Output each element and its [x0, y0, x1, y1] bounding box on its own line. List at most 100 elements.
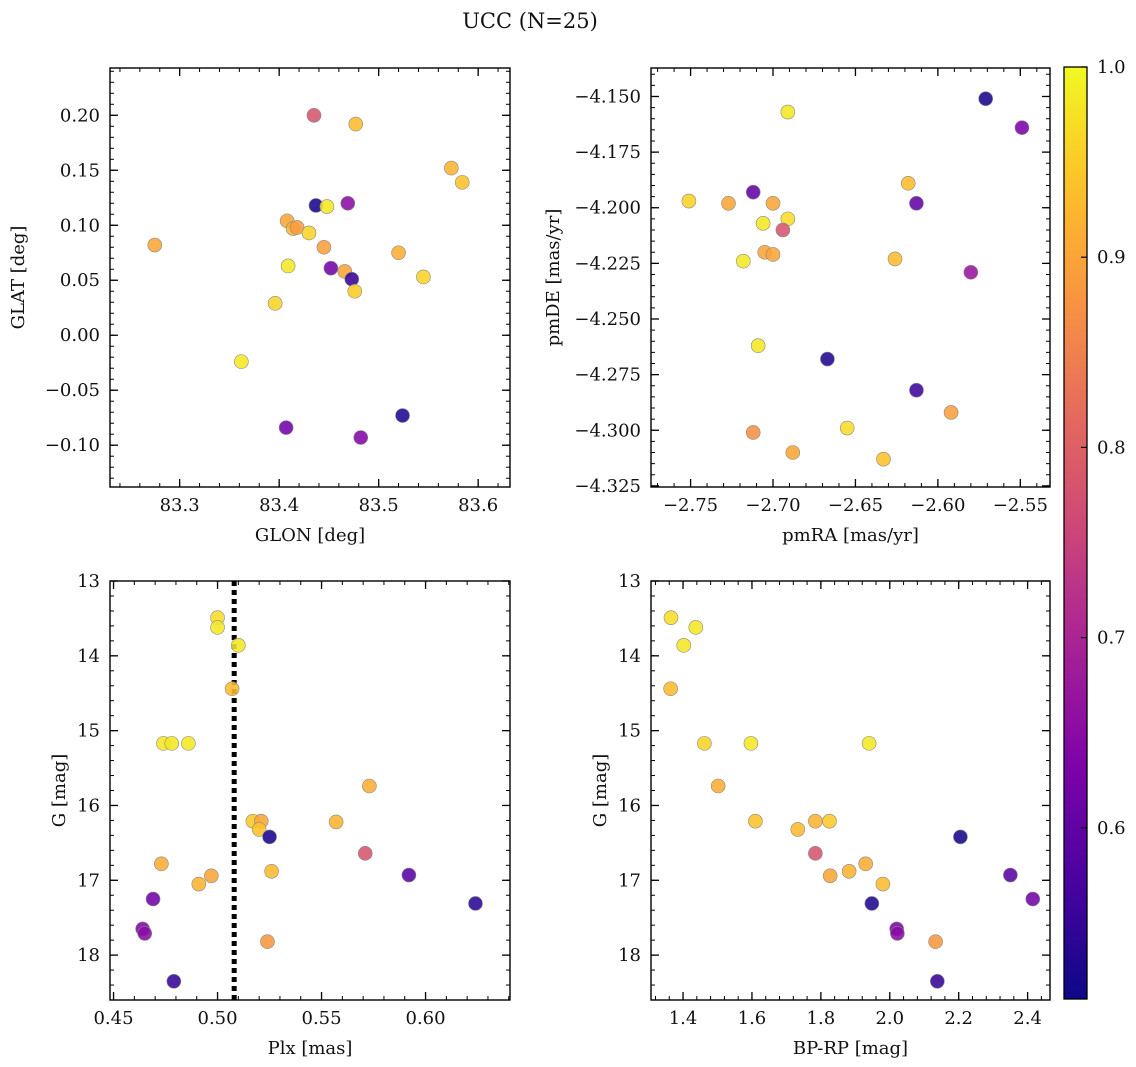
- data-point: [164, 736, 180, 751]
- data-point: [930, 973, 945, 989]
- data-point: [347, 283, 363, 299]
- data-point: [808, 846, 823, 861]
- y-tick-label: −4.175: [574, 142, 641, 163]
- data-point: [839, 420, 855, 436]
- data-point: [808, 813, 823, 829]
- data-point: [344, 271, 360, 287]
- x-tick-label: 1.8: [807, 1008, 836, 1029]
- y-tick-label: 0.10: [60, 215, 100, 236]
- data-point: [745, 184, 761, 200]
- data-point: [697, 736, 712, 751]
- data-point: [264, 864, 279, 879]
- data-point: [316, 239, 332, 255]
- data-point: [280, 258, 296, 274]
- data-point: [210, 620, 225, 635]
- y-tick-label: −4.300: [574, 420, 641, 441]
- data-point: [166, 973, 182, 989]
- x-tick-label: 83.6: [458, 495, 498, 516]
- data-point: [765, 247, 781, 262]
- data-point: [743, 736, 759, 751]
- y-tick-label: 17: [77, 870, 100, 891]
- y-tick-label: 16: [618, 795, 641, 816]
- data-point: [454, 175, 470, 190]
- data-point: [978, 91, 993, 107]
- data-point: [688, 620, 704, 635]
- data-point: [953, 829, 968, 845]
- y-tick-label: −4.325: [574, 476, 641, 497]
- data-point: [963, 264, 979, 280]
- data-point: [909, 382, 924, 398]
- data-point: [416, 269, 431, 285]
- colorbar-tick-label: 0.8: [1097, 437, 1126, 458]
- x-axis-label: BP-RP [mag]: [793, 1038, 908, 1059]
- y-tick-label: 15: [618, 721, 641, 742]
- data-point: [875, 876, 891, 892]
- data-point: [145, 891, 161, 907]
- figure-title: UCC (N=25): [462, 9, 598, 33]
- data-point: [750, 338, 766, 354]
- y-tick-label: 0.00: [60, 325, 100, 346]
- data-point: [755, 216, 771, 231]
- data-point: [395, 408, 410, 423]
- data-point: [401, 867, 417, 883]
- data-point: [841, 864, 857, 879]
- data-point: [790, 822, 806, 837]
- data-point: [181, 736, 196, 751]
- panel-4: 1.4 1.6 1.8 2.0 2.2 2.4 13 14 15 16 17 18 BP-RP [mag…: [590, 571, 1051, 1059]
- data-point: [319, 199, 335, 214]
- x-tick-label: 2.2: [944, 1008, 973, 1029]
- data-point: [468, 896, 483, 911]
- panel-1: 83.3 83.4 83.5 83.6 −0.10 −0.05 0.00 0.05 0.10 0.…: [8, 67, 511, 546]
- data-point: [785, 445, 801, 460]
- data-point: [357, 846, 373, 861]
- data-point: [204, 868, 219, 884]
- data-point: [391, 245, 406, 261]
- data-point: [864, 896, 880, 911]
- data-point: [861, 736, 877, 751]
- data-point: [191, 876, 207, 892]
- data-point: [1025, 891, 1041, 907]
- data-point: [348, 116, 364, 132]
- y-tick-label: 0.20: [60, 105, 100, 126]
- colorbar-tick-label: 0.9: [1097, 247, 1126, 268]
- data-point: [928, 934, 943, 949]
- data-point: [154, 856, 169, 872]
- data-point: [251, 822, 267, 837]
- y-tick-label: −4.275: [574, 365, 641, 386]
- data-point: [900, 175, 916, 191]
- data-point: [353, 430, 369, 445]
- axes-frame: [109, 580, 511, 1001]
- y-axis-label: G [mag]: [49, 754, 70, 827]
- y-tick-label: 0.05: [60, 270, 100, 291]
- data-point: [909, 195, 924, 211]
- data-point: [663, 610, 679, 625]
- x-tick-label: −2.75: [663, 495, 718, 516]
- data-point: [301, 225, 317, 241]
- y-tick-label: −4.150: [574, 86, 641, 107]
- data-point: [748, 813, 763, 829]
- x-tick-label: 0.55: [302, 1008, 342, 1029]
- colorbar-frame: [1063, 66, 1088, 1000]
- colorbar-gradient: [1064, 67, 1087, 999]
- y-tick-label: −0.05: [45, 380, 100, 401]
- x-tick-label: 1.4: [669, 1008, 698, 1029]
- data-point: [137, 926, 153, 941]
- x-tick-label: −2.60: [910, 495, 965, 516]
- x-tick-label: 83.5: [359, 495, 399, 516]
- data-point: [745, 425, 761, 440]
- data-point: [710, 778, 726, 794]
- data-point: [676, 638, 692, 653]
- x-tick-label: 2.4: [1013, 1008, 1042, 1029]
- y-tick-label: 16: [77, 795, 100, 816]
- data-point: [328, 814, 344, 830]
- data-point: [362, 778, 377, 794]
- data-point: [721, 195, 736, 211]
- x-tick-label: −2.55: [993, 495, 1048, 516]
- data-point: [224, 681, 240, 697]
- y-tick-label: 0.15: [60, 160, 100, 181]
- data-point: [1014, 120, 1030, 135]
- y-tick-label: 14: [618, 646, 641, 667]
- y-tick-label: 13: [618, 571, 641, 592]
- y-tick-label: 13: [77, 571, 100, 592]
